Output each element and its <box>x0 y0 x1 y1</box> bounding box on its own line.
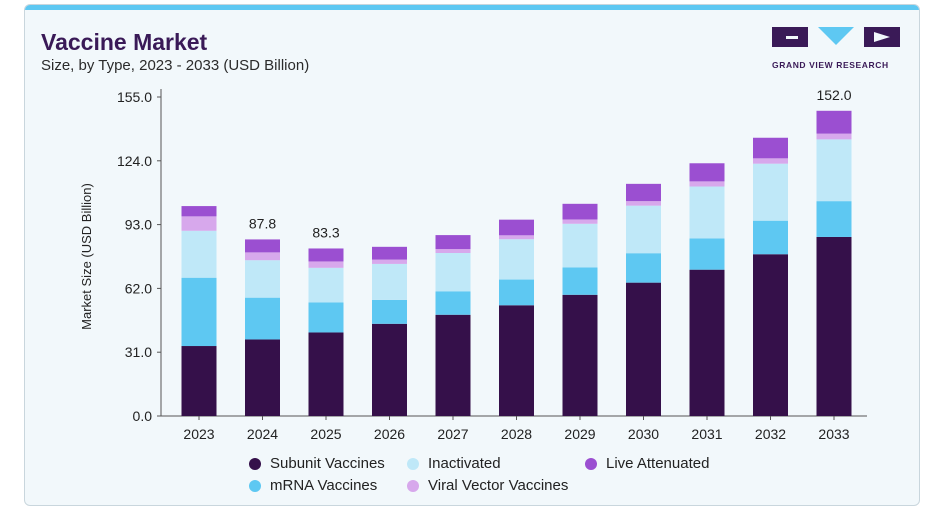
x-tick-label: 2025 <box>310 426 341 442</box>
bar-segment-viral_vector-2025 <box>308 261 344 268</box>
bar-segment-viral_vector-2024 <box>245 252 280 261</box>
bar-segment-subunit-2031 <box>689 269 725 416</box>
bar-segment-subunit-2033 <box>816 236 852 416</box>
bar-segment-viral_vector-2023 <box>181 216 217 231</box>
x-tick-label: 2033 <box>818 426 849 442</box>
x-tick-label: 2024 <box>247 426 278 442</box>
bar-segment-subunit-2029 <box>562 294 598 416</box>
bar-segment-viral_vector-2031 <box>689 181 725 187</box>
bar-segment-mrna-2028 <box>499 279 534 306</box>
bar-segment-viral_vector-2029 <box>562 219 598 224</box>
legend-swatch-live_attenuated <box>585 457 597 470</box>
bar-segment-mrna-2031 <box>689 238 725 270</box>
bar-segment-live_attenuated-2026 <box>372 246 407 260</box>
bar-segment-subunit-2025 <box>308 332 344 416</box>
bar-segment-mrna-2033 <box>816 201 852 237</box>
bar-segment-viral_vector-2030 <box>626 201 661 206</box>
bar-segment-subunit-2032 <box>753 254 788 416</box>
bar-segment-mrna-2026 <box>372 299 407 324</box>
data-label-2024: 87.8 <box>249 215 276 231</box>
bar-segment-mrna-2025 <box>308 302 344 333</box>
bar-segment-subunit-2024 <box>245 339 280 416</box>
bar-segment-mrna-2027 <box>435 291 471 315</box>
legend-item-subunit: Subunit Vaccines <box>249 455 385 472</box>
x-tick-label: 2026 <box>374 426 405 442</box>
data-label-2033: 152.0 <box>816 87 851 103</box>
bar-segment-live_attenuated-2024 <box>245 239 280 253</box>
bar-segment-live_attenuated-2023 <box>181 206 217 217</box>
bar-segment-inactivated-2028 <box>499 239 534 280</box>
bar-segment-live_attenuated-2033 <box>816 110 852 134</box>
legend-label: Subunit Vaccines <box>270 455 385 472</box>
brand-name: GRAND VIEW RESEARCH <box>772 60 889 70</box>
legend-item-mrna: mRNA Vaccines <box>249 477 377 494</box>
bar-segment-viral_vector-2026 <box>372 259 407 264</box>
y-tick-label: 31.0 <box>125 344 152 360</box>
chart-legend: Subunit Vaccines Inactivated Live Attenuat… <box>249 455 769 499</box>
y-tick-label: 124.0 <box>117 153 152 169</box>
legend-item-live_attenuated: Live Attenuated <box>585 455 709 472</box>
gvr-logo-icon <box>772 27 900 47</box>
bar-segment-live_attenuated-2028 <box>499 219 534 236</box>
bar-segment-subunit-2030 <box>626 282 661 416</box>
bar-segment-inactivated-2026 <box>372 263 407 300</box>
x-tick-label: 2030 <box>628 426 659 442</box>
bar-segment-inactivated-2032 <box>753 163 788 221</box>
chart-subtitle: Size, by Type, 2023 - 2033 (USD Billion) <box>41 57 310 74</box>
y-axis-title: Market Size (USD Billion) <box>79 183 94 330</box>
y-tick-label: 0.0 <box>133 408 153 424</box>
bar-segment-subunit-2027 <box>435 314 471 416</box>
bar-segment-inactivated-2033 <box>816 139 852 202</box>
bar-segment-inactivated-2025 <box>308 267 344 303</box>
bar-segment-inactivated-2029 <box>562 223 598 268</box>
bar-segment-inactivated-2031 <box>689 186 725 239</box>
bar-segment-viral_vector-2032 <box>753 158 788 164</box>
y-tick-label: 62.0 <box>125 280 152 296</box>
chart-card: Vaccine Market Size, by Type, 2023 - 203… <box>24 4 920 506</box>
data-label-2025: 83.3 <box>312 224 339 240</box>
legend-item-inactivated: Inactivated <box>407 455 501 472</box>
bar-segment-mrna-2030 <box>626 253 661 283</box>
legend-label: mRNA Vaccines <box>270 477 378 494</box>
x-tick-label: 2027 <box>437 426 468 442</box>
x-tick-label: 2031 <box>691 426 722 442</box>
bar-segment-live_attenuated-2025 <box>308 248 344 262</box>
legend-label: Viral Vector Vaccines <box>428 477 569 494</box>
x-tick-label: 2023 <box>183 426 214 442</box>
chart-title: Vaccine Market <box>41 29 208 55</box>
stacked-bar-chart: 0.0 31.0 62.0 93.0 124.0 155.0 Market Size (US… <box>79 87 867 442</box>
bar-segment-live_attenuated-2029 <box>562 203 598 220</box>
y-tick-label: 93.0 <box>125 217 152 233</box>
legend-item-viral_vector: Viral Vector Vaccines <box>407 477 568 494</box>
bar-segment-mrna-2032 <box>753 220 788 255</box>
x-tick-label: 2028 <box>501 426 532 442</box>
bar-segment-mrna-2024 <box>245 297 280 340</box>
bar-segment-live_attenuated-2030 <box>626 183 661 202</box>
x-tick-label: 2032 <box>755 426 786 442</box>
bar-segment-mrna-2029 <box>562 267 598 295</box>
x-tick-label: 2029 <box>564 426 595 442</box>
bar-segment-live_attenuated-2031 <box>689 163 725 182</box>
bar-segment-subunit-2028 <box>499 305 534 416</box>
bar-segment-subunit-2026 <box>372 323 407 416</box>
bar-segment-mrna-2023 <box>181 277 217 347</box>
bar-segment-viral_vector-2033 <box>816 133 852 140</box>
bar-segment-live_attenuated-2032 <box>753 137 788 159</box>
bar-segment-inactivated-2023 <box>181 230 217 278</box>
bar-segment-inactivated-2024 <box>245 260 280 298</box>
legend-label: Live Attenuated <box>606 455 710 472</box>
accent-bar <box>25 5 919 10</box>
legend-label: Inactivated <box>428 455 501 472</box>
bar-segment-viral_vector-2027 <box>435 249 471 254</box>
bar-segment-inactivated-2030 <box>626 205 661 254</box>
legend-swatch-mrna <box>249 479 261 492</box>
bar-segment-live_attenuated-2027 <box>435 235 471 250</box>
legend-swatch-subunit <box>249 457 261 470</box>
legend-swatch-inactivated <box>407 457 419 470</box>
bar-segment-inactivated-2027 <box>435 253 471 292</box>
bar-segment-viral_vector-2028 <box>499 235 534 240</box>
bar-segment-subunit-2023 <box>181 346 217 416</box>
legend-swatch-viral_vector <box>407 479 419 492</box>
y-tick-label: 155.0 <box>117 89 152 105</box>
